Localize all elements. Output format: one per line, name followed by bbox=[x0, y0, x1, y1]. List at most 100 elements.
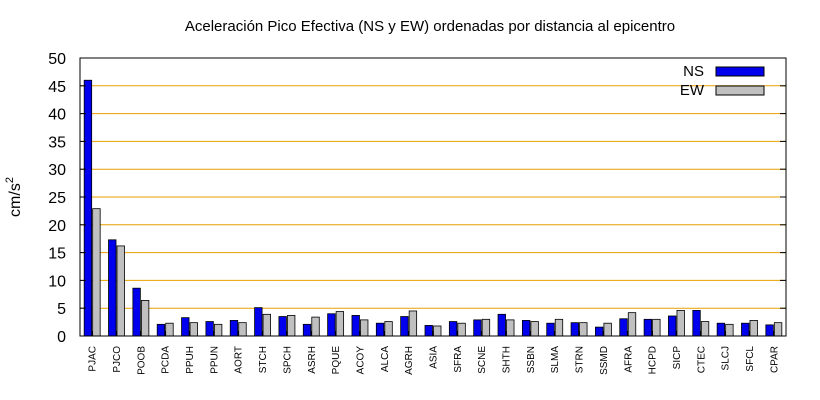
grid-lines bbox=[80, 85, 786, 309]
y-tick-label: 30 bbox=[48, 162, 66, 179]
bar-ew-slma bbox=[554, 318, 564, 337]
bar-ew-cpar bbox=[773, 322, 783, 337]
x-category-label: CTEC bbox=[696, 346, 707, 373]
x-category-label: SCNE bbox=[477, 346, 488, 374]
bar-ew-aort bbox=[238, 322, 247, 337]
bar-ns-poob bbox=[132, 287, 141, 337]
bar-ew-asia bbox=[433, 325, 442, 337]
bar-ns-shth bbox=[497, 313, 506, 337]
bar-ew-sfcl bbox=[749, 320, 758, 337]
bars bbox=[83, 79, 783, 337]
y-tick-label: 20 bbox=[48, 218, 66, 235]
bar-ns-alca bbox=[375, 322, 385, 337]
x-category-label: PJCO bbox=[112, 346, 123, 373]
bar-ew-strn bbox=[579, 322, 588, 337]
y-axis-label: cm/s2 bbox=[4, 177, 24, 217]
bar-ns-aort bbox=[229, 320, 239, 337]
y-tick-label: 0 bbox=[57, 329, 66, 346]
y-tick-label: 25 bbox=[48, 190, 66, 207]
x-category-label: AGRH bbox=[404, 346, 415, 375]
bar-ew-alca bbox=[384, 321, 393, 337]
bar-ew-ssbn bbox=[530, 321, 539, 337]
bar-ew-asrh bbox=[311, 316, 320, 337]
bar-ew-pjco bbox=[116, 245, 125, 337]
bar-ew-sicp bbox=[676, 310, 685, 337]
x-category-label: SPCH bbox=[282, 346, 293, 374]
bar-ew-hcpd bbox=[652, 318, 661, 337]
x-category-label: STCH bbox=[258, 346, 269, 373]
x-category-label: AORT bbox=[234, 346, 245, 374]
x-category-label: PQUE bbox=[331, 346, 342, 375]
bar-ns-hcpd bbox=[643, 318, 653, 337]
y-tick-label: 50 bbox=[48, 51, 66, 68]
legend: NS EW bbox=[680, 63, 765, 99]
bar-ns-ctec bbox=[692, 310, 701, 337]
x-category-label: PCDA bbox=[161, 346, 172, 374]
legend-label-ns: NS bbox=[683, 63, 704, 80]
bar-ew-ppun bbox=[213, 323, 223, 337]
bar-ew-pcda bbox=[165, 322, 174, 337]
x-category-label: SSBN bbox=[526, 346, 537, 373]
bar-ns-agrh bbox=[400, 316, 409, 337]
x-category-label: SLMA bbox=[550, 346, 561, 374]
legend-label-ew: EW bbox=[680, 82, 705, 99]
bar-ns-sfcl bbox=[741, 322, 750, 337]
bar-ns-strn bbox=[570, 322, 579, 337]
bar-ns-spch bbox=[278, 316, 287, 337]
bar-ew-shth bbox=[506, 319, 515, 337]
bar-ns-pjco bbox=[108, 239, 117, 337]
y-axis-ticks: 0 5 10 15 20 25 30 35 40 45 50 bbox=[48, 51, 786, 346]
bar-ns-ppuh bbox=[181, 317, 190, 337]
x-axis-categories: PJAC PJCO POOB PCDA PPUH PPUN AORT STCH SPCH ASRH… bbox=[88, 331, 780, 375]
bar-ns-pcda bbox=[156, 323, 166, 337]
bar-ns-afra bbox=[619, 318, 628, 337]
y-tick-label: 5 bbox=[57, 301, 66, 318]
x-category-label: AFRA bbox=[623, 346, 634, 373]
x-category-label: CPAR bbox=[769, 346, 780, 373]
bar-ns-asrh bbox=[302, 323, 312, 337]
bar-ns-sicp bbox=[668, 315, 677, 337]
bar-ew-ppuh bbox=[189, 322, 198, 337]
y-axis-label-unit: cm/s bbox=[7, 183, 24, 217]
x-category-label: ACOY bbox=[355, 346, 366, 375]
bar-ns-scne bbox=[473, 319, 482, 337]
bar-ns-ppun bbox=[205, 321, 214, 337]
y-tick-label: 35 bbox=[48, 134, 66, 151]
bar-ns-pjac bbox=[83, 79, 93, 337]
x-category-label: SFRA bbox=[453, 346, 464, 373]
legend-swatch-ew bbox=[715, 85, 765, 96]
bar-ew-pque bbox=[335, 311, 345, 337]
bar-ew-poob bbox=[140, 300, 150, 337]
y-tick-label: 10 bbox=[48, 273, 66, 290]
bar-ew-sfra bbox=[457, 322, 466, 337]
legend-swatch-ns bbox=[715, 66, 765, 77]
bar-ns-ssbn bbox=[521, 320, 531, 337]
bar-ew-acoy bbox=[360, 319, 369, 337]
bar-ew-pjac bbox=[92, 208, 101, 337]
y-tick-label: 40 bbox=[48, 107, 66, 124]
bar-ew-stch bbox=[262, 313, 271, 337]
y-axis-label-exponent: 2 bbox=[4, 177, 16, 183]
y-tick-label: 15 bbox=[48, 246, 66, 263]
x-category-label: PJAC bbox=[88, 346, 99, 372]
bar-ns-slcj bbox=[716, 322, 726, 337]
bar-ew-ssmd bbox=[603, 322, 612, 337]
x-category-label: SICP bbox=[672, 346, 683, 370]
x-category-label: PPUH bbox=[185, 346, 196, 374]
bar-ns-asia bbox=[424, 325, 433, 337]
bar-ew-spch bbox=[287, 315, 296, 337]
bar-ns-slma bbox=[546, 322, 555, 337]
bar-ns-pque bbox=[327, 313, 336, 337]
x-category-label: HCPD bbox=[648, 346, 659, 374]
y-tick-label: 45 bbox=[48, 79, 66, 96]
x-category-label: ALCA bbox=[380, 346, 391, 372]
bar-ns-acoy bbox=[351, 315, 360, 337]
x-category-label: SHTH bbox=[502, 346, 513, 373]
bar-ew-agrh bbox=[408, 310, 418, 337]
bar-ew-slcj bbox=[725, 323, 734, 337]
bar-ew-afra bbox=[627, 312, 637, 337]
bar-ns-ssmd bbox=[595, 326, 604, 337]
bar-ns-sfra bbox=[448, 321, 458, 337]
